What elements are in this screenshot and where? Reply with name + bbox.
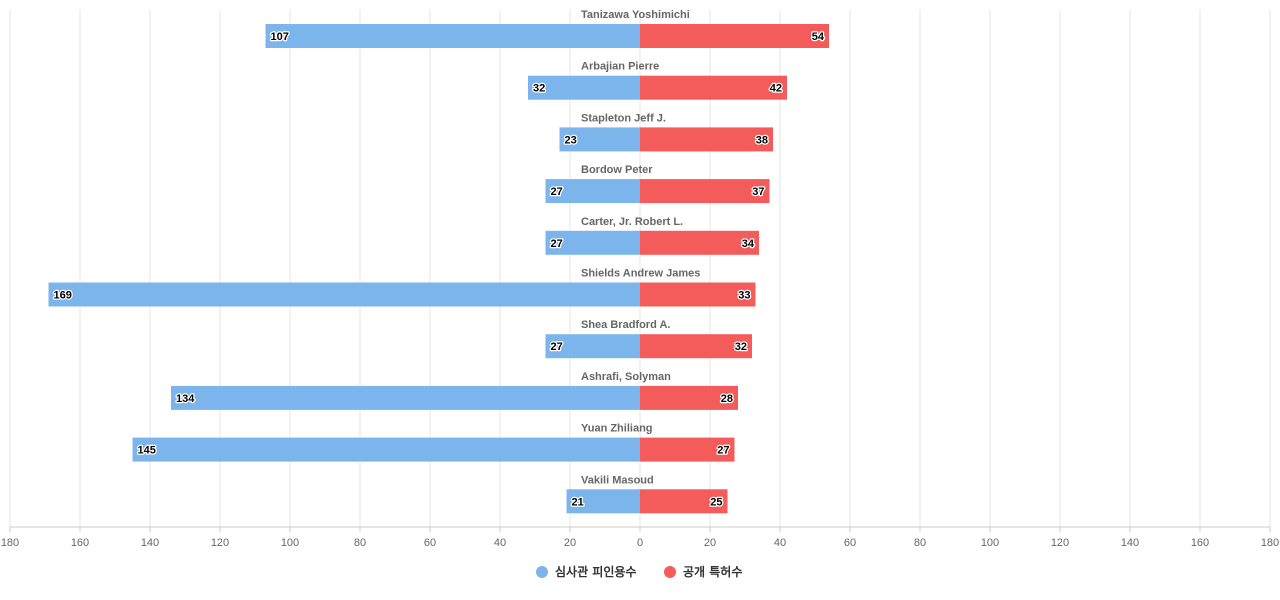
- data-label-left: 27: [551, 238, 563, 250]
- bar-left: [545, 334, 640, 359]
- data-label-left: 107: [271, 31, 289, 43]
- legend-marker[interactable]: [536, 566, 548, 578]
- data-label-right: 25: [710, 496, 722, 508]
- x-tick-label: 40: [494, 537, 506, 549]
- bar-right: [640, 385, 738, 410]
- bar-right: [640, 75, 787, 100]
- bar-right: [640, 179, 770, 204]
- bar-left: [48, 282, 640, 307]
- bar-right: [640, 437, 735, 462]
- data-label-left: 23: [565, 134, 577, 146]
- x-tick-label: 80: [354, 537, 366, 549]
- bar-left: [265, 24, 640, 48]
- x-tick-label: 180: [1, 537, 19, 549]
- category-label: Bordow Peter: [581, 164, 653, 176]
- data-label-left: 134: [176, 393, 195, 405]
- bar-left: [559, 127, 640, 152]
- data-label-left: 145: [138, 445, 156, 457]
- data-label-right: 37: [752, 186, 764, 198]
- x-tick-label: 140: [141, 537, 159, 549]
- category-label: Arbajian Pierre: [581, 61, 659, 73]
- data-label-right: 54: [812, 31, 825, 43]
- bars: [48, 24, 829, 514]
- category-label: Shields Andrew James: [581, 268, 700, 280]
- category-label: Yuan Zhiliang: [581, 423, 653, 435]
- data-label-right: 42: [770, 83, 782, 95]
- bar-right: [640, 230, 759, 255]
- data-label-right: 33: [738, 290, 750, 302]
- x-tick-label: 20: [564, 537, 576, 549]
- bar-left: [528, 75, 640, 100]
- x-tick-label: 160: [1191, 537, 1209, 549]
- data-label-right: 28: [721, 393, 733, 405]
- data-label-right: 34: [742, 238, 755, 250]
- x-tick-label: 100: [981, 537, 999, 549]
- data-label-right: 32: [735, 341, 747, 353]
- x-tick-label: 140: [1121, 537, 1139, 549]
- category-label: Tanizawa Yoshimichi: [581, 9, 690, 21]
- data-label-left: 32: [533, 83, 545, 95]
- bar-left: [132, 437, 640, 462]
- category-label: Ashrafi, Solyman: [581, 371, 671, 383]
- data-label-right: 38: [756, 134, 768, 146]
- x-tick-label: 40: [774, 537, 786, 549]
- x-tick-label: 60: [424, 537, 436, 549]
- x-tick-label: 120: [211, 537, 229, 549]
- data-label-left: 27: [551, 186, 563, 198]
- x-tick-label: 60: [844, 537, 856, 549]
- x-tick-label: 80: [914, 537, 926, 549]
- data-label-right: 27: [717, 445, 729, 457]
- x-tick-label: 180: [1261, 537, 1279, 549]
- x-tick-label: 100: [281, 537, 299, 549]
- bar-left: [545, 179, 640, 204]
- x-tick-label: 160: [71, 537, 89, 549]
- data-label-left: 27: [551, 341, 563, 353]
- bar-left: [566, 489, 640, 514]
- category-label: Stapleton Jeff J.: [581, 112, 666, 124]
- bar-left: [545, 230, 640, 255]
- category-label: Shea Bradford A.: [581, 319, 670, 331]
- legend-marker[interactable]: [664, 566, 676, 578]
- legend-item-label[interactable]: 공개 특허수: [683, 564, 742, 579]
- bar-right: [640, 334, 752, 359]
- bar-right: [640, 24, 829, 48]
- bar-right: [640, 127, 773, 152]
- data-label-left: 169: [54, 290, 72, 302]
- category-label: Carter, Jr. Robert L.: [581, 216, 683, 228]
- bar-right: [640, 282, 756, 307]
- legend[interactable]: 심사관 피인용수 공개 특허수: [536, 564, 742, 579]
- bar-left: [171, 385, 640, 410]
- data-label-left: 21: [572, 496, 584, 508]
- x-axis: 180 160 140 120 100 80 60 40 20 0 20 40 60 80 100 120 14…: [1, 526, 1279, 549]
- x-tick-label: 120: [1051, 537, 1069, 549]
- bar-right: [640, 489, 728, 514]
- x-tick-label: 0: [637, 537, 643, 549]
- category-label: Vakili Masoud: [581, 474, 654, 486]
- labels: Tanizawa Yoshimichi 107 54 Arbajian Pierre 3…: [52, 9, 826, 510]
- x-tick-label: 20: [704, 537, 716, 549]
- legend-item-label[interactable]: 심사관 피인용수: [555, 564, 636, 579]
